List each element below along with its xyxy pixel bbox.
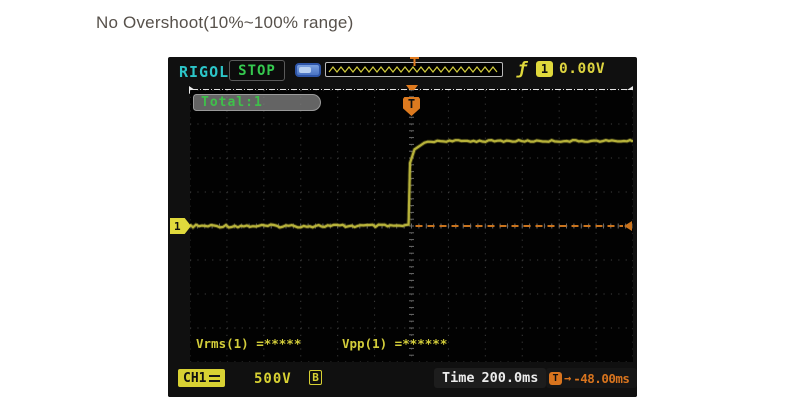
- trigger-offset-box: T → -48.00ms: [546, 368, 637, 388]
- usb-device-icon: [295, 63, 321, 77]
- trigger-level-value: 0.00V: [559, 61, 606, 77]
- bandwidth-limit-badge: B: [309, 370, 322, 385]
- display-area: Total:1 T Vrms(1) =***** Vpp(1) =******: [188, 89, 634, 363]
- dc-coupling-icon: [209, 374, 221, 382]
- page-title: No Overshoot(10%~100% range): [96, 13, 354, 32]
- trigger-level-arrow-icon: [624, 221, 632, 231]
- timebase-value: 200.0ms: [481, 370, 539, 386]
- preview-waveform-icon: [328, 66, 498, 73]
- graticule-svg: [188, 89, 634, 363]
- measurement-vpp: Vpp(1) =******: [342, 336, 448, 351]
- waveform-preview-bar: [325, 57, 503, 77]
- measurement-vrms: Vrms(1) =*****: [196, 336, 302, 351]
- preview-trigger-marker-icon: [410, 57, 419, 66]
- trigger-offset-t-icon: T: [549, 371, 562, 385]
- trigger-position-marker-icon: [406, 85, 418, 93]
- trigger-offset-value: -48.00ms: [573, 370, 630, 386]
- trigger-level-line: [415, 221, 632, 231]
- trigger-offset-arrow-icon: →: [564, 371, 572, 385]
- bottom-status-bar: CH1 500V B Time 200.0ms T → -48.00ms: [168, 365, 637, 397]
- oscilloscope-screen: RIGOL STOP ƒ 1 0.00V Total:1 T Vrms(1) =…: [168, 57, 637, 397]
- channel1-scale-value: 500V: [254, 371, 292, 387]
- trigger-slope-icon: ƒ: [517, 59, 528, 79]
- brand-logo: RIGOL: [179, 63, 230, 81]
- timebase-label: Time: [442, 370, 475, 386]
- acquisition-counter: Total:1: [193, 94, 321, 111]
- channel1-badge: CH1: [178, 369, 226, 387]
- channel1-badge-label: CH1: [183, 370, 207, 386]
- timebase-box: Time 200.0ms: [434, 368, 547, 388]
- waveform-trace: [189, 138, 634, 229]
- channel1-position-marker: 1: [170, 218, 191, 234]
- run-state-badge: STOP: [229, 60, 285, 81]
- trigger-source-badge: 1: [536, 61, 553, 77]
- trigger-point-icon: T: [403, 97, 420, 116]
- waveform-trace: [188, 137, 634, 230]
